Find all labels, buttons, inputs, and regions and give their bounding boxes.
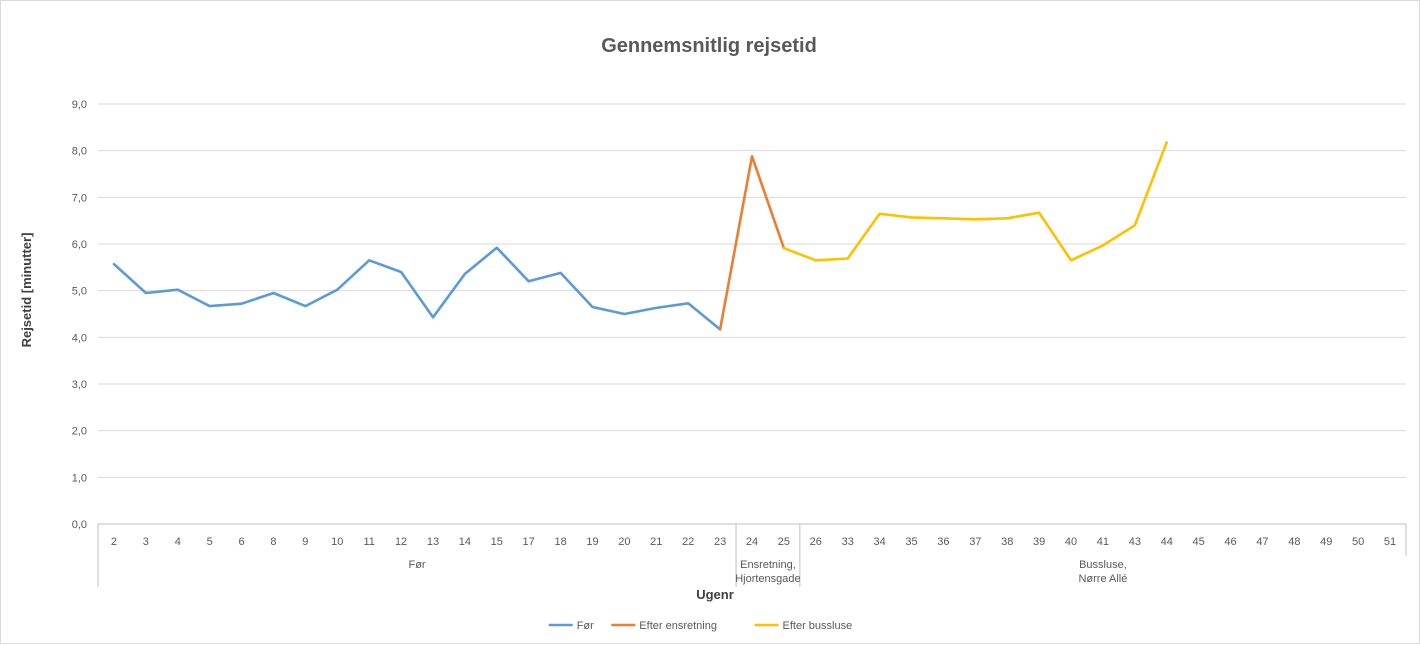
x-tick-label: 13	[427, 536, 439, 548]
x-tick-label: 48	[1288, 536, 1300, 548]
group-label: Nørre Allé	[1078, 573, 1127, 585]
x-tick-label: 23	[714, 536, 726, 548]
x-tick-label: 9	[302, 536, 308, 548]
x-tick-label: 19	[586, 536, 598, 548]
x-tick-label: 45	[1193, 536, 1205, 548]
x-tick-label: 49	[1320, 536, 1332, 548]
x-tick-label: 14	[459, 536, 471, 548]
x-tick-label: 3	[143, 536, 149, 548]
y-axis-ticks: 0,0 1,0 2,0 3,0 4,0 5,0 6,0 7,0 8,0 9,0	[72, 99, 87, 531]
x-tick-label: 12	[395, 536, 407, 548]
x-tick-label: 21	[650, 536, 662, 548]
x-tick-label: 11	[363, 536, 374, 548]
y-tick-label: 1,0	[72, 472, 87, 484]
y-tick-label: 3,0	[72, 379, 87, 391]
x-tick-label: 40	[1065, 536, 1077, 548]
y-tick-label: 7,0	[72, 192, 87, 204]
x-tick-label: 17	[523, 536, 535, 548]
y-tick-label: 0,0	[72, 519, 87, 531]
x-axis-title: Ugenr	[696, 587, 734, 602]
x-tick-label: 43	[1129, 536, 1141, 548]
x-tick-label: 10	[331, 536, 343, 548]
y-tick-label: 6,0	[72, 239, 87, 251]
y-tick-label: 5,0	[72, 286, 87, 298]
series-line	[782, 141, 1168, 262]
series-line	[112, 246, 722, 331]
gridlines	[98, 103, 1406, 525]
legend: Før Efter ensretning Efter bussluse	[548, 620, 853, 632]
x-tick-label: 50	[1352, 536, 1364, 548]
legend-label: Før	[577, 620, 594, 632]
x-tick-label: 26	[810, 536, 822, 548]
y-tick-label: 8,0	[72, 146, 87, 158]
y-tick-label: 9,0	[72, 99, 87, 111]
x-tick-label: 24	[746, 536, 758, 548]
x-tick-label: 35	[905, 536, 917, 548]
y-tick-label: 4,0	[72, 332, 87, 344]
x-tick-label: 15	[491, 536, 503, 548]
x-tick-label: 6	[238, 536, 244, 548]
group-label: Ensretning,	[740, 559, 796, 571]
x-tick-label: 8	[270, 536, 276, 548]
x-tick-label: 44	[1161, 536, 1173, 548]
x-axis: 2 3 4 5 6 8 9 10 11 12 13 14 15 17 18 19 20 21 22 23 24 25 26 3…	[97, 524, 1407, 587]
x-tick-label: 22	[682, 536, 694, 548]
legend-label: Efter ensretning	[639, 620, 717, 632]
series-line	[718, 155, 786, 331]
x-tick-label: 4	[175, 536, 181, 548]
x-tick-label: 37	[969, 536, 981, 548]
y-tick-label: 2,0	[72, 426, 87, 438]
x-tick-label: 18	[554, 536, 566, 548]
series-lines	[112, 141, 1168, 331]
x-tick-label: 20	[618, 536, 630, 548]
group-label: Hjortensgade	[735, 573, 800, 585]
x-tick-label: 51	[1384, 536, 1396, 548]
x-tick-label: 34	[873, 536, 885, 548]
x-tick-label: 47	[1256, 536, 1268, 548]
chart-title: Gennemsnitlig rejsetid	[601, 35, 817, 57]
x-tick-label: 36	[937, 536, 949, 548]
y-axis-title: Rejsetid [minutter]	[19, 233, 34, 348]
x-tick-label: 41	[1097, 536, 1109, 548]
x-tick-label: 33	[842, 536, 854, 548]
x-tick-label: 38	[1001, 536, 1013, 548]
group-label: Før	[408, 559, 425, 571]
x-tick-label: 2	[111, 536, 117, 548]
group-label: Bussluse,	[1079, 559, 1127, 571]
legend-label: Efter bussluse	[783, 620, 853, 632]
x-tick-label: 39	[1033, 536, 1045, 548]
x-tick-label: 25	[778, 536, 790, 548]
x-tick-label: 46	[1224, 536, 1236, 548]
x-tick-label: 5	[207, 536, 213, 548]
